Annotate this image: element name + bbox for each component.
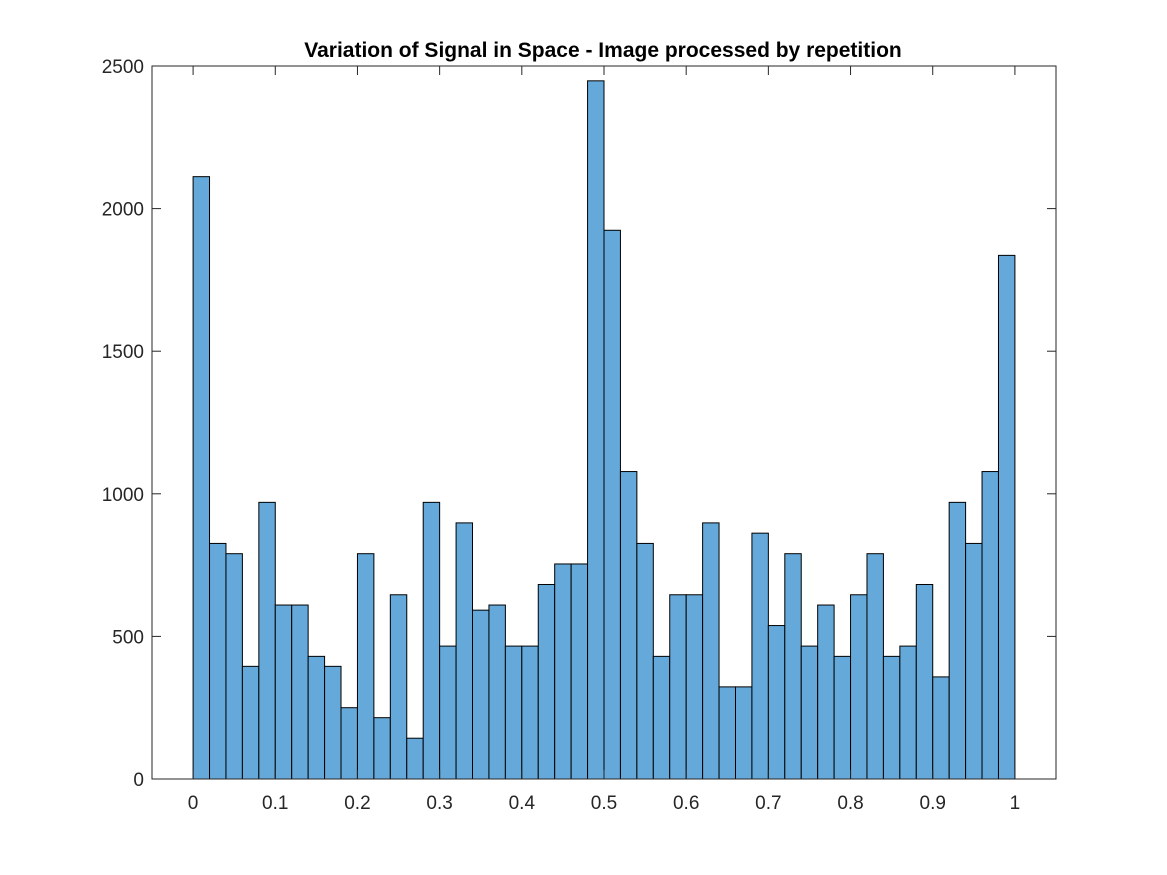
histogram-bar (439, 645, 457, 780)
x-tick-label: 1 (1010, 793, 1021, 814)
histogram-bar (291, 604, 309, 780)
histogram-bar (340, 707, 358, 780)
histogram-bar (817, 604, 835, 780)
histogram-bar (209, 542, 227, 780)
histogram-bar (850, 594, 868, 780)
x-tick-label: 0.4 (509, 793, 536, 814)
histogram-bar (981, 471, 999, 780)
histogram-bar (652, 655, 671, 780)
histogram-bar (504, 645, 523, 780)
x-tick-label: 0.2 (344, 793, 370, 814)
y-tick-label: 1000 (102, 485, 144, 506)
histogram-bar (488, 604, 506, 780)
histogram-bar (702, 522, 720, 780)
histogram-bar (537, 583, 556, 780)
histogram-bar (422, 501, 441, 780)
histogram-bar (800, 645, 819, 780)
chart-title: Variation of Signal in Space - Image pro… (304, 39, 902, 62)
histogram-bar (915, 583, 934, 780)
histogram-bar (784, 553, 802, 780)
x-tick-label: 0.3 (426, 793, 452, 814)
histogram-bar (406, 737, 424, 780)
histogram-bar (307, 655, 326, 780)
histogram-bar (241, 665, 260, 780)
histogram-bar (734, 686, 753, 780)
x-tick-label: 0.9 (920, 793, 946, 814)
y-tick-label: 500 (112, 627, 144, 648)
histogram-bar (718, 686, 736, 780)
histogram-bar (274, 604, 293, 780)
histogram-bar (833, 655, 852, 780)
histogram-bar (866, 553, 884, 780)
histogram-bar (932, 676, 950, 780)
histogram-bar (619, 471, 638, 780)
histogram-bar (324, 665, 342, 780)
x-tick-label: 0.1 (262, 793, 288, 814)
y-tick-label: 2500 (102, 57, 144, 78)
histogram-bar (356, 553, 375, 780)
histogram-bar (685, 594, 704, 780)
histogram-bar (192, 176, 211, 780)
histogram-bar (882, 655, 901, 780)
histogram-bar (554, 563, 572, 780)
histogram-bar (373, 717, 391, 780)
histogram-bar (455, 522, 474, 780)
histogram-bar (225, 553, 243, 780)
histogram-bar (521, 645, 539, 780)
histogram-bar (603, 229, 621, 780)
histogram-bar (472, 609, 490, 780)
histogram-bar (899, 645, 917, 780)
y-tick-label: 0 (133, 770, 144, 791)
x-tick-label: 0.8 (837, 793, 863, 814)
histogram-bar (389, 594, 408, 780)
histogram-bar (636, 542, 654, 780)
histogram-bar (997, 254, 1016, 780)
histogram-bar (570, 563, 589, 780)
histogram-bar (751, 532, 769, 780)
histogram-bar (767, 625, 786, 780)
axes: 0 0.1 0.2 0.3 0.4 0.5 0.6 0.7 0.8 0.9 1 0 500 1000 150… (102, 57, 1057, 814)
x-tick-label: 0.6 (673, 793, 699, 814)
x-tick-label: 0 (188, 793, 199, 814)
histogram-bar (587, 80, 605, 780)
histogram-bar (948, 501, 967, 780)
y-tick-label: 1500 (102, 342, 144, 363)
histogram-bar (258, 501, 276, 780)
histogram-bar (965, 542, 983, 780)
histogram-bar (669, 594, 687, 780)
y-tick-label: 2000 (102, 200, 144, 221)
x-tick-label: 0.7 (755, 793, 781, 814)
x-tick-label: 0.5 (591, 793, 617, 814)
